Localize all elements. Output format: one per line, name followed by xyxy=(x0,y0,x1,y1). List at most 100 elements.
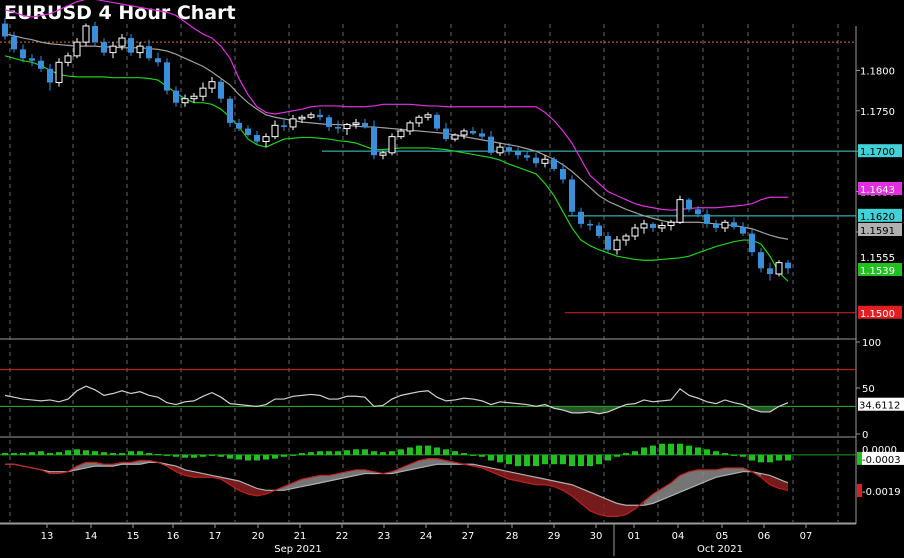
macd-histogram-bar xyxy=(443,449,449,455)
macd-fill xyxy=(176,466,185,476)
macd-histogram-bar xyxy=(272,454,278,459)
candle-body xyxy=(451,134,459,140)
macd-histogram-bar xyxy=(326,451,332,455)
candle-body xyxy=(488,136,494,153)
macd-histogram-bar xyxy=(182,454,188,458)
candle-body xyxy=(173,90,179,103)
macd-histogram-bar xyxy=(407,447,413,455)
candle-body xyxy=(713,223,719,228)
candle-body xyxy=(424,114,432,118)
candle-body xyxy=(128,38,134,53)
candle-body xyxy=(262,136,270,142)
macd-histogram-bar xyxy=(605,454,611,461)
candle-body xyxy=(695,209,701,215)
candle-body xyxy=(541,158,549,164)
candle-body xyxy=(47,68,53,83)
candle-body xyxy=(254,135,260,142)
bollinger-lower-line xyxy=(4,55,789,282)
macd-fill xyxy=(410,460,419,470)
macd-histogram-bar xyxy=(308,452,314,455)
candle-body xyxy=(317,114,323,118)
macd-histogram-bar xyxy=(227,454,233,459)
macd-histogram-bar xyxy=(11,453,17,455)
candle-body xyxy=(236,122,242,129)
month-label: Sep 2021 xyxy=(274,544,321,555)
macd-histogram-bar xyxy=(542,454,548,465)
candle-body xyxy=(379,152,387,156)
candle-body xyxy=(190,95,198,100)
level-price-tag: 1.1620 xyxy=(860,212,895,223)
macd-histogram-bar xyxy=(506,454,512,465)
candle-body xyxy=(352,122,360,126)
candle-body xyxy=(605,236,611,250)
macd-histogram-bar xyxy=(425,445,431,455)
macd-histogram-bar xyxy=(245,454,251,461)
candle-body xyxy=(326,117,332,127)
candle-body xyxy=(740,227,746,234)
level-price-tag-bg xyxy=(858,305,902,319)
macd-histogram-bar xyxy=(785,454,791,461)
candle-body xyxy=(271,124,279,138)
macd-histogram-bar xyxy=(533,454,539,467)
macd-signal-line xyxy=(5,461,789,506)
macd-histogram-bar xyxy=(596,454,602,465)
candle-body xyxy=(281,125,287,127)
macd-histogram-bar xyxy=(587,454,593,467)
macd-fill xyxy=(293,479,302,489)
macd-tag-stripe xyxy=(857,451,863,465)
macd-fill xyxy=(599,495,608,517)
candle-body xyxy=(64,55,72,63)
x-tick-label: 15 xyxy=(127,531,140,542)
macd-tag-label: -0.0019 xyxy=(862,487,901,498)
candle-body xyxy=(569,179,575,212)
macd-histogram-bar xyxy=(362,449,368,455)
x-tick-label: 04 xyxy=(672,531,685,542)
x-tick-label: 22 xyxy=(336,531,349,542)
macd-histogram-bar xyxy=(191,454,197,458)
macd-fill xyxy=(617,503,626,517)
macd-histogram-bar xyxy=(317,451,323,455)
macd-fill xyxy=(572,484,581,504)
candle-body xyxy=(721,221,729,229)
macd-histogram-bar xyxy=(740,454,746,457)
macd-histogram-bar xyxy=(488,454,494,461)
macd-fill xyxy=(653,488,662,504)
macd-histogram-bar xyxy=(452,451,458,455)
rsi-y-tick-label: 50 xyxy=(862,384,875,395)
candle-body xyxy=(181,98,189,104)
candle-body xyxy=(767,268,773,274)
macd-histogram-bar xyxy=(83,450,89,455)
macd-histogram-bar xyxy=(623,453,629,455)
rsi-oversold-fill xyxy=(572,406,581,413)
macd-histogram-bar xyxy=(677,443,683,455)
macd-fill xyxy=(590,492,599,515)
x-tick-label: 17 xyxy=(209,531,222,542)
macd-fill xyxy=(563,482,572,496)
price-tag: 1.1591 xyxy=(860,226,895,237)
candle-body xyxy=(596,225,602,237)
macd-histogram-bar xyxy=(74,449,80,455)
macd-histogram-bar xyxy=(389,451,395,455)
candle-body xyxy=(218,81,224,99)
candle-body xyxy=(298,116,306,120)
macd-fill xyxy=(680,471,689,493)
candle-body xyxy=(343,124,351,130)
macd-tag-label: 0.0000 xyxy=(862,445,897,456)
x-tick-label: 24 xyxy=(420,531,433,542)
macd-fill xyxy=(689,469,698,489)
candle-body xyxy=(443,128,449,140)
candle-body xyxy=(227,98,233,123)
macd-histogram-bar xyxy=(218,454,224,457)
candle-body xyxy=(631,227,639,237)
x-tick-label: 01 xyxy=(628,531,641,542)
macd-histogram-bar xyxy=(263,454,269,460)
price-tag: 1.1555 xyxy=(860,253,895,264)
candle-body xyxy=(136,45,144,54)
macd-fill xyxy=(644,494,653,506)
macd-histogram-bar xyxy=(353,449,359,455)
candle-body xyxy=(289,118,297,128)
candle-body xyxy=(38,60,44,69)
candle-body xyxy=(146,46,152,59)
macd-histogram-bar xyxy=(200,454,206,457)
price-tag: 1.1539 xyxy=(860,266,895,277)
